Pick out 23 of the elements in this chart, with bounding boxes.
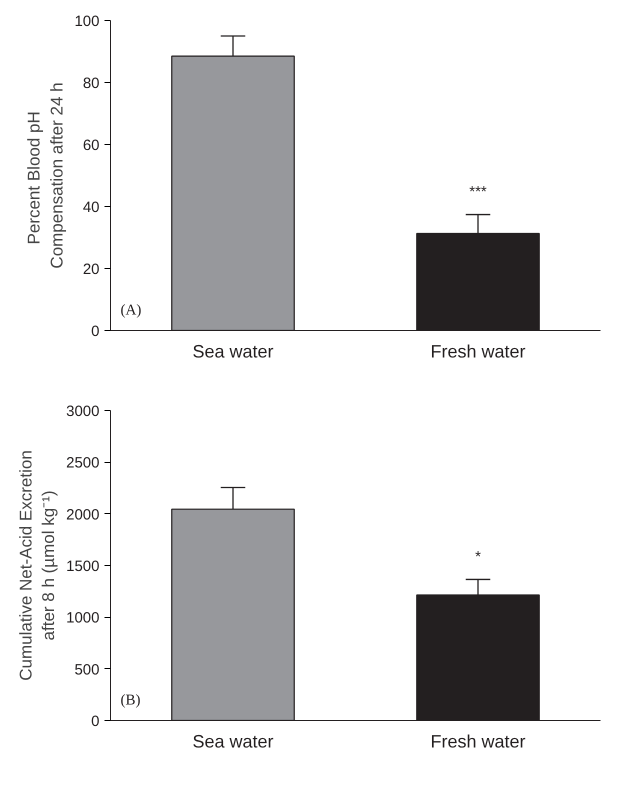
y-tick-label: 2000: [66, 506, 100, 524]
annotation: ***: [469, 184, 487, 201]
y-tick-label: 60: [82, 137, 100, 154]
y-tick-label: 80: [82, 75, 100, 92]
y-tick-label: 2500: [66, 454, 100, 472]
y-tick-label: 20: [82, 261, 100, 278]
y-tick-label: 500: [74, 661, 100, 678]
x-tick-label: Fresh water: [430, 732, 526, 752]
y-tick-label: 0: [91, 323, 100, 340]
annotation: (A): [120, 302, 142, 318]
y-tick-label: 40: [82, 199, 100, 216]
y-axis-title: Cumulative Net-Acid Excretion after 8 h (µmol kg⁻¹): [16, 450, 58, 681]
y-tick-label: 0: [91, 713, 100, 730]
y-tick-label: 1000: [66, 610, 100, 627]
x-tick-label: Fresh water: [430, 342, 526, 362]
x-tick-label: Sea water: [192, 342, 274, 362]
annotation: *: [475, 548, 482, 566]
annotation: (B): [120, 692, 140, 708]
y-axis-title: Percent Blood pH Compensation after 24 h: [24, 82, 66, 269]
x-tick-label: Sea water: [192, 732, 274, 752]
y-tick-label: 1500: [66, 558, 100, 575]
y-tick-label: 100: [74, 13, 100, 30]
y-tick-label: 3000: [66, 403, 100, 420]
